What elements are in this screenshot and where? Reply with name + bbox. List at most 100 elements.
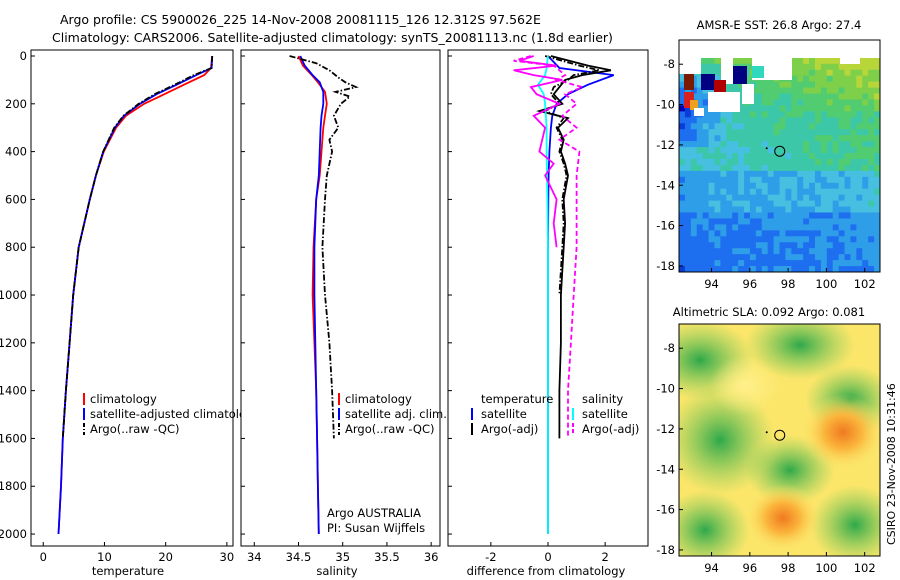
sst-cell xyxy=(767,123,774,130)
sst-cell xyxy=(826,63,834,71)
sst-cell xyxy=(785,224,792,231)
sst-cell xyxy=(826,87,834,94)
sst-cell xyxy=(767,224,774,231)
sst-cell xyxy=(732,170,739,178)
sst-cell xyxy=(738,176,745,184)
y-tick-label: 600 xyxy=(5,192,27,206)
sst-cell xyxy=(702,236,709,243)
sst-cell xyxy=(797,236,804,243)
sst-cell xyxy=(749,147,757,154)
sst-cell xyxy=(779,87,786,94)
sst-cell xyxy=(755,176,763,184)
sst-cell xyxy=(738,158,745,166)
sst-cell xyxy=(791,236,798,243)
sst-cell xyxy=(738,141,745,148)
sst-cell xyxy=(708,69,715,77)
sst-cell xyxy=(679,129,686,136)
sst-cell xyxy=(874,135,880,142)
sst-cell xyxy=(708,182,715,190)
sst-cell xyxy=(702,170,709,178)
sst-cell xyxy=(803,117,810,124)
sst-cell xyxy=(755,111,763,118)
sst-cell xyxy=(785,111,792,118)
sst-cell xyxy=(832,147,840,154)
sst-cell xyxy=(761,218,769,225)
sst-cell xyxy=(773,129,780,136)
sst-cell xyxy=(696,188,704,196)
sst-cell xyxy=(744,170,751,178)
difference-legend-temp-argo: Argo(-adj) xyxy=(481,422,538,436)
map-x-tick-label: 96 xyxy=(743,561,758,575)
sst-cell xyxy=(720,212,727,219)
sst-cell xyxy=(874,224,880,231)
sst-cell xyxy=(862,147,869,154)
sst-cell xyxy=(690,242,698,249)
sst-cell xyxy=(809,135,816,142)
series-line-salinity-argo-raw xyxy=(513,55,586,439)
sst-cell xyxy=(862,105,869,112)
series-line-argo-raw-qc xyxy=(61,55,214,439)
sst-cell xyxy=(773,87,780,94)
sst-cell xyxy=(696,224,704,231)
difference-legend-sal-satellite: satellite xyxy=(582,407,628,421)
sst-cell xyxy=(690,248,698,255)
sst-cell xyxy=(696,93,704,100)
sst-cell xyxy=(755,153,763,160)
sst-cell xyxy=(726,170,733,178)
sst-cell xyxy=(844,224,851,231)
sst-cell xyxy=(749,153,757,160)
map-y-tick-label: -8 xyxy=(664,341,675,355)
sst-cell xyxy=(868,57,875,65)
sst-cell xyxy=(684,176,692,184)
sst-cell xyxy=(726,194,733,202)
sst-cell xyxy=(785,141,792,148)
sst-cell xyxy=(690,176,698,184)
sst-cell xyxy=(702,218,709,225)
sst-cell xyxy=(732,87,739,94)
sst-cell xyxy=(761,176,769,184)
sst-cell xyxy=(738,153,745,160)
sst-cell xyxy=(844,218,851,225)
sst-cell xyxy=(720,135,727,142)
sst-cell xyxy=(726,236,733,243)
sst-cell xyxy=(785,93,792,100)
sst-cell xyxy=(803,158,810,166)
sst-cell xyxy=(832,260,840,267)
sst-cell xyxy=(820,153,828,160)
sst-cell xyxy=(744,164,751,172)
sst-cell xyxy=(696,254,704,261)
sst-cell xyxy=(832,164,840,172)
sst-cell xyxy=(797,182,804,190)
sst-cell xyxy=(862,242,869,249)
sst-cell xyxy=(714,111,721,118)
sst-cell xyxy=(785,153,792,160)
sst-cell xyxy=(696,200,704,207)
sst-cell xyxy=(844,260,851,267)
sst-cell xyxy=(838,99,845,106)
sst-cell xyxy=(755,164,763,172)
sst-cell xyxy=(767,260,774,267)
sst-cell xyxy=(738,123,745,130)
sst-cell xyxy=(868,224,875,231)
sst-cell xyxy=(814,260,822,267)
sst-cell xyxy=(738,242,745,249)
sst-cell xyxy=(814,242,822,249)
sst-cell xyxy=(820,164,828,172)
sst-cell xyxy=(844,236,851,243)
sst-cell xyxy=(702,135,709,142)
sst-cell xyxy=(684,206,692,213)
sst-cell xyxy=(856,218,863,225)
sst-cell xyxy=(679,75,686,83)
sst-cell xyxy=(820,99,828,106)
sst-cell xyxy=(749,224,757,231)
sst-cell xyxy=(856,63,863,71)
sst-cell xyxy=(684,188,692,196)
sst-cell xyxy=(844,230,851,237)
sst-cell xyxy=(797,69,804,77)
sst-cell xyxy=(738,248,745,255)
sst-cell xyxy=(826,224,834,231)
sst-cell xyxy=(797,123,804,130)
sst-cell xyxy=(832,200,840,207)
sst-cell xyxy=(803,135,810,142)
sst-mask-block xyxy=(742,84,754,104)
